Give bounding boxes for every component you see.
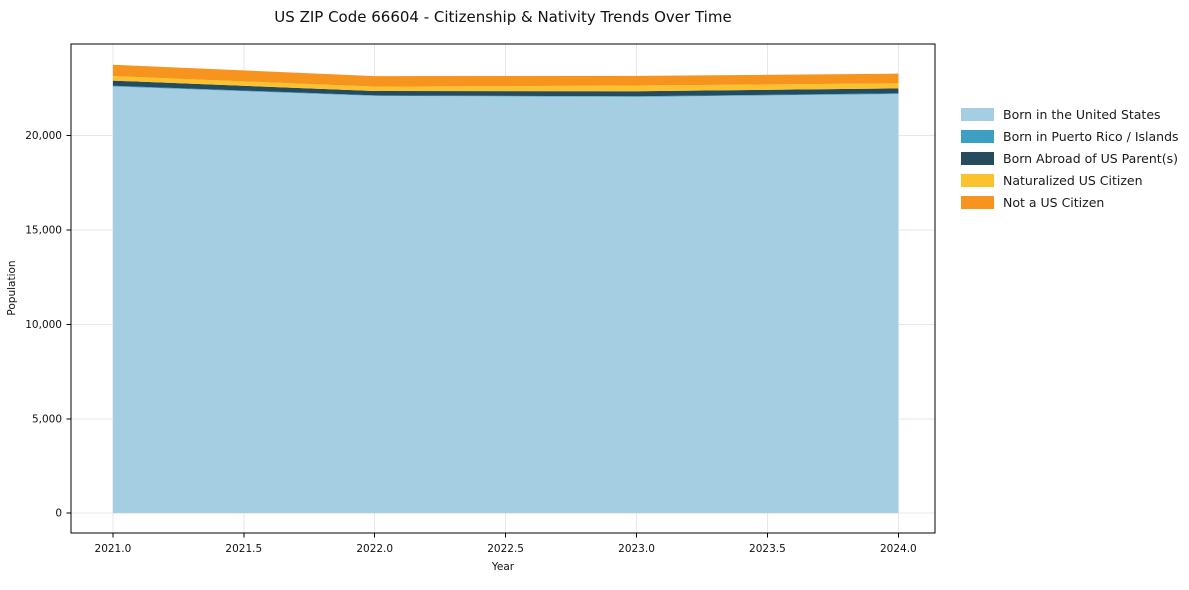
x-tick-label: 2023.0 (618, 543, 655, 555)
legend-swatch (961, 151, 994, 165)
legend-swatch (961, 129, 994, 143)
x-tick-label: 2024.0 (880, 543, 917, 555)
x-tick-label: 2022.0 (356, 543, 393, 555)
y-tick-label: 0 (55, 508, 62, 520)
x-tick-label: 2021.5 (225, 543, 262, 555)
y-tick-label: 15,000 (25, 224, 62, 236)
legend-item: Naturalized US Citizen (961, 169, 1179, 191)
y-tick-label: 5,000 (32, 413, 62, 425)
area-series (112, 64, 899, 87)
area-series (112, 76, 899, 92)
chart-title: US ZIP Code 66604 - Citizenship & Nativi… (274, 8, 732, 26)
legend-label: Not a US Citizen (1003, 194, 1105, 210)
legend-label: Born in Puerto Rico / Islands (1003, 128, 1179, 144)
legend-swatch (961, 107, 994, 121)
y-tick-label: 20,000 (25, 130, 62, 142)
legend-swatch (961, 173, 994, 187)
x-tick-label: 2023.5 (749, 543, 786, 555)
y-axis-label: Population (6, 260, 18, 316)
area-series (112, 80, 899, 97)
y-tick-label: 10,000 (25, 319, 62, 331)
legend-item: Not a US Citizen (961, 191, 1179, 213)
legend-item: Born Abroad of US Parent(s) (961, 147, 1179, 169)
legend-item: Born in Puerto Rico / Islands (961, 125, 1179, 147)
x-axis-label: Year (491, 561, 515, 573)
legend-label: Naturalized US Citizen (1003, 172, 1143, 188)
area-series (112, 86, 899, 514)
legend-label: Born Abroad of US Parent(s) (1003, 150, 1178, 166)
x-tick-label: 2022.5 (487, 543, 524, 555)
x-tick-label: 2021.0 (95, 543, 132, 555)
legend-label: Born in the United States (1003, 106, 1161, 122)
legend-item: Born in the United States (961, 103, 1179, 125)
legend-swatch (961, 195, 994, 209)
legend: Born in the United States Born in Puerto … (961, 103, 1179, 213)
plot-frame (70, 43, 936, 534)
